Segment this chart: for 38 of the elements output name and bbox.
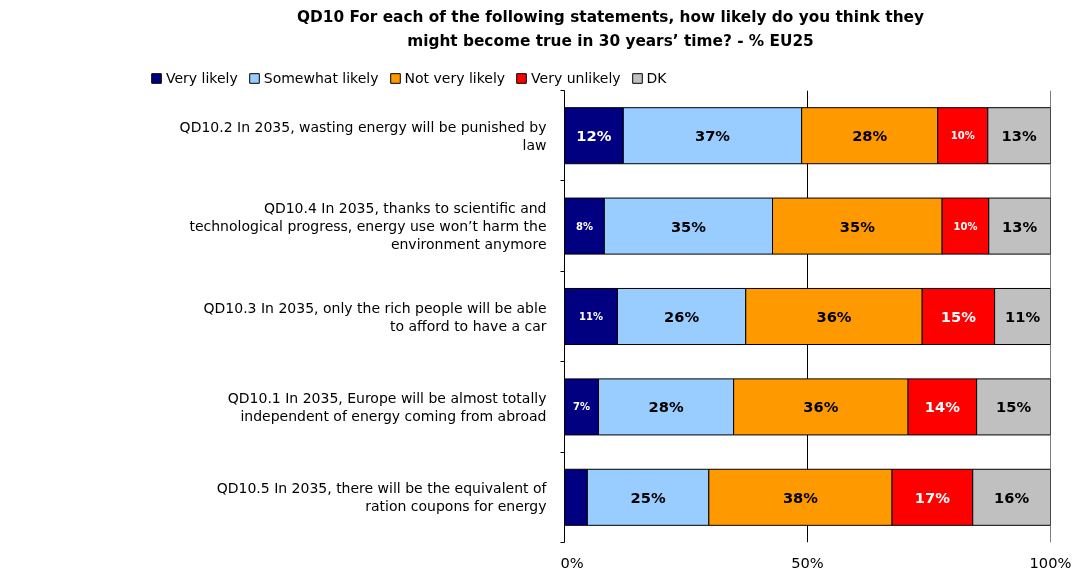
data-label: 36% (816, 308, 852, 325)
legend-label: Not very likely (404, 70, 506, 86)
data-label: 13% (1001, 127, 1038, 145)
legend-label: Very likely (166, 70, 238, 86)
data-label: 14% (924, 398, 961, 416)
data-label: 28% (852, 127, 888, 145)
data-label: 10% (953, 220, 978, 232)
legend-label: Somewhat likely (263, 70, 379, 86)
data-label: 35% (839, 217, 876, 235)
x-tick-label: 0% (560, 553, 584, 571)
chart-title: QD10 For each of the following statements, how likely do you think they might become true in 30 years’ time? - % EU25 (297, 7, 924, 50)
data-label: 17% (914, 488, 951, 506)
legend-label: Very unlikely (531, 70, 621, 86)
data-label: 38% (782, 488, 819, 506)
data-label: 7% (573, 401, 591, 413)
data-label: 8% (575, 220, 593, 232)
y-tick-label: QD10.3 In 2035, only the rich people will be able to afford to have a car (203, 299, 547, 334)
x-tick-label: 100% (1029, 553, 1072, 571)
y-tick-label: QD10.2 In 2035, wasting energy will be punished by law (179, 118, 547, 153)
data-label: 11% (1005, 308, 1041, 325)
data-label: 11% (579, 311, 603, 322)
data-label: 35% (670, 217, 707, 235)
data-label: 13% (1002, 217, 1038, 235)
data-label: 26% (664, 308, 700, 325)
y-tick-label: QD10.5 In 2035, there will be the equivalent of ration coupons for energy (216, 480, 548, 515)
legend-label: DK (646, 70, 667, 86)
x-tick-label: 50% (791, 553, 824, 571)
data-label: 37% (694, 127, 731, 145)
data-label: 15% (940, 308, 977, 325)
data-label: 25% (630, 488, 666, 506)
data-label: 28% (648, 398, 684, 416)
data-label: 36% (803, 398, 839, 416)
data-label: 12% (576, 127, 612, 145)
data-label: 10% (950, 130, 975, 142)
data-label: 15% (996, 398, 1032, 416)
data-label: 16% (994, 488, 1030, 506)
y-tick-label: QD10.4 In 2035, thanks to scientific and technological progress, energy use won’t harm the environment anymore (189, 200, 547, 253)
y-tick-label: QD10.1 In 2035, Europe will be almost totally independent of energy coming from abroad (227, 389, 547, 424)
